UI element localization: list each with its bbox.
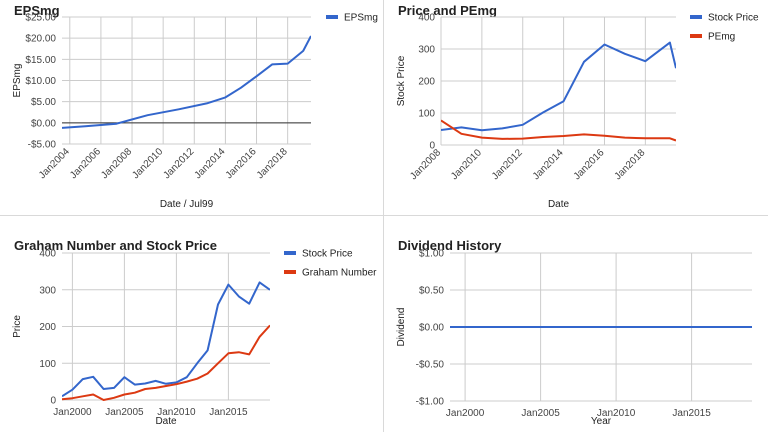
x-tick-label: Jan2014: [531, 147, 566, 182]
x-tick-label: Jan2000: [53, 407, 92, 418]
pemg-series-line: [441, 119, 676, 142]
stock-price-series-line: [441, 41, 676, 132]
x-tick-label: Jan2005: [521, 408, 560, 419]
panel-divider-horizontal: [0, 215, 768, 216]
y-tick-label: 0: [50, 396, 56, 407]
graham-number-chart-panel: Graham Number and Stock Price 0 100 200 300 4…: [0, 216, 383, 432]
x-tick-label: Jan2000: [446, 408, 485, 419]
price-pemg-chart-panel: Price and PEmg 0 100 200 300 400 Jan2008 Jan201…: [384, 0, 768, 215]
stock-price-series-line: [62, 281, 270, 398]
y-tick-label: $0.00: [31, 118, 56, 129]
x-tick-label: Jan2015: [209, 407, 248, 418]
chart-title: Price and PEmg: [398, 3, 497, 18]
stock-price-legend-label: Stock Price: [302, 249, 353, 260]
x-tick-label: Jan2004: [37, 146, 72, 181]
y-tick-label: -$0.50: [416, 360, 445, 371]
y-tick-label: 300: [418, 45, 435, 56]
y-tick-label: 400: [418, 13, 435, 24]
y-tick-label: -$5.00: [28, 140, 57, 151]
y-tick-label: $0.00: [419, 323, 444, 334]
epsmg-chart-panel: EPSmg -$5.00 $0.00 $5.00 $10.00 $15.00 $20.00 $…: [0, 0, 383, 215]
x-tick-label: Jan2012: [161, 146, 196, 181]
pemg-legend-label: PEmg: [708, 32, 735, 43]
epsmg-svg: EPSmg -$5.00 $0.00 $5.00 $10.00 $15.00 $20.00 $…: [12, 3, 378, 210]
graham-number-series-line: [62, 324, 270, 401]
x-tick-label: Jan2006: [68, 146, 103, 181]
y-tick-label: $15.00: [25, 55, 56, 66]
y-tick-label: 300: [39, 285, 56, 296]
x-tick-label: Jan2014: [193, 146, 228, 181]
x-axis-label: Date: [548, 199, 570, 210]
dividend-history-chart-panel: Dividend History -$1.00 -$0.50 $0.00 $0.50 $1…: [384, 216, 768, 432]
y-axis-label: Price: [12, 315, 23, 338]
x-axis-label: Date / Jul99: [160, 199, 214, 210]
chart-title: Graham Number and Stock Price: [14, 238, 217, 253]
y-tick-label: 200: [39, 322, 56, 333]
x-tick-label: Jan2008: [99, 146, 134, 181]
y-axis-label: EPSmg: [12, 64, 23, 98]
x-tick-label: Jan2016: [224, 146, 259, 181]
x-axis-label: Date: [155, 416, 177, 427]
y-axis-label: Dividend: [396, 308, 407, 347]
y-tick-label: $25.00: [25, 13, 56, 24]
x-tick-label: Jan2010: [449, 147, 484, 182]
x-tick-label: Jan2010: [597, 408, 636, 419]
y-tick-label: 100: [39, 359, 56, 370]
y-tick-label: $10.00: [25, 76, 56, 87]
epsmg-series-line: [62, 35, 311, 129]
x-tick-label: Jan2010: [130, 146, 165, 181]
y-tick-label: -$1.00: [416, 397, 445, 408]
y-tick-label: $0.50: [419, 286, 444, 297]
x-tick-label: Jan2012: [490, 147, 525, 182]
y-tick-label: 100: [418, 109, 435, 120]
y-tick-label: 400: [39, 249, 56, 260]
y-tick-label: 0: [429, 141, 435, 152]
x-tick-label: Jan2018: [613, 147, 648, 182]
x-tick-label: Jan2008: [408, 147, 443, 182]
x-tick-label: Jan2005: [105, 407, 144, 418]
y-tick-label: $1.00: [419, 249, 444, 260]
y-tick-label: $5.00: [31, 97, 56, 108]
panel-divider-vertical: [383, 0, 384, 432]
epsmg-legend-label: EPSmg: [344, 13, 378, 24]
x-tick-label: Jan2015: [672, 408, 711, 419]
graham-number-legend-label: Graham Number: [302, 268, 377, 279]
x-axis-label: Year: [591, 416, 612, 427]
chart-title: Dividend History: [398, 238, 502, 253]
chart-title: EPSmg: [14, 3, 60, 18]
y-tick-label: 200: [418, 77, 435, 88]
graham-number-and-stock-price-svg: Graham Number and Stock Price 0 100 200 300 4…: [12, 238, 377, 427]
y-tick-label: $20.00: [25, 34, 56, 45]
x-tick-label: Jan2018: [255, 146, 290, 181]
y-axis-label: Stock Price: [396, 55, 407, 106]
x-tick-label: Jan2016: [572, 147, 607, 182]
dividend-history-svg: Dividend History -$1.00 -$0.50 $0.00 $0.50 $1…: [396, 238, 752, 427]
stock-price-legend-label: Stock Price: [708, 13, 759, 24]
x-tick-label: Jan2010: [157, 407, 196, 418]
